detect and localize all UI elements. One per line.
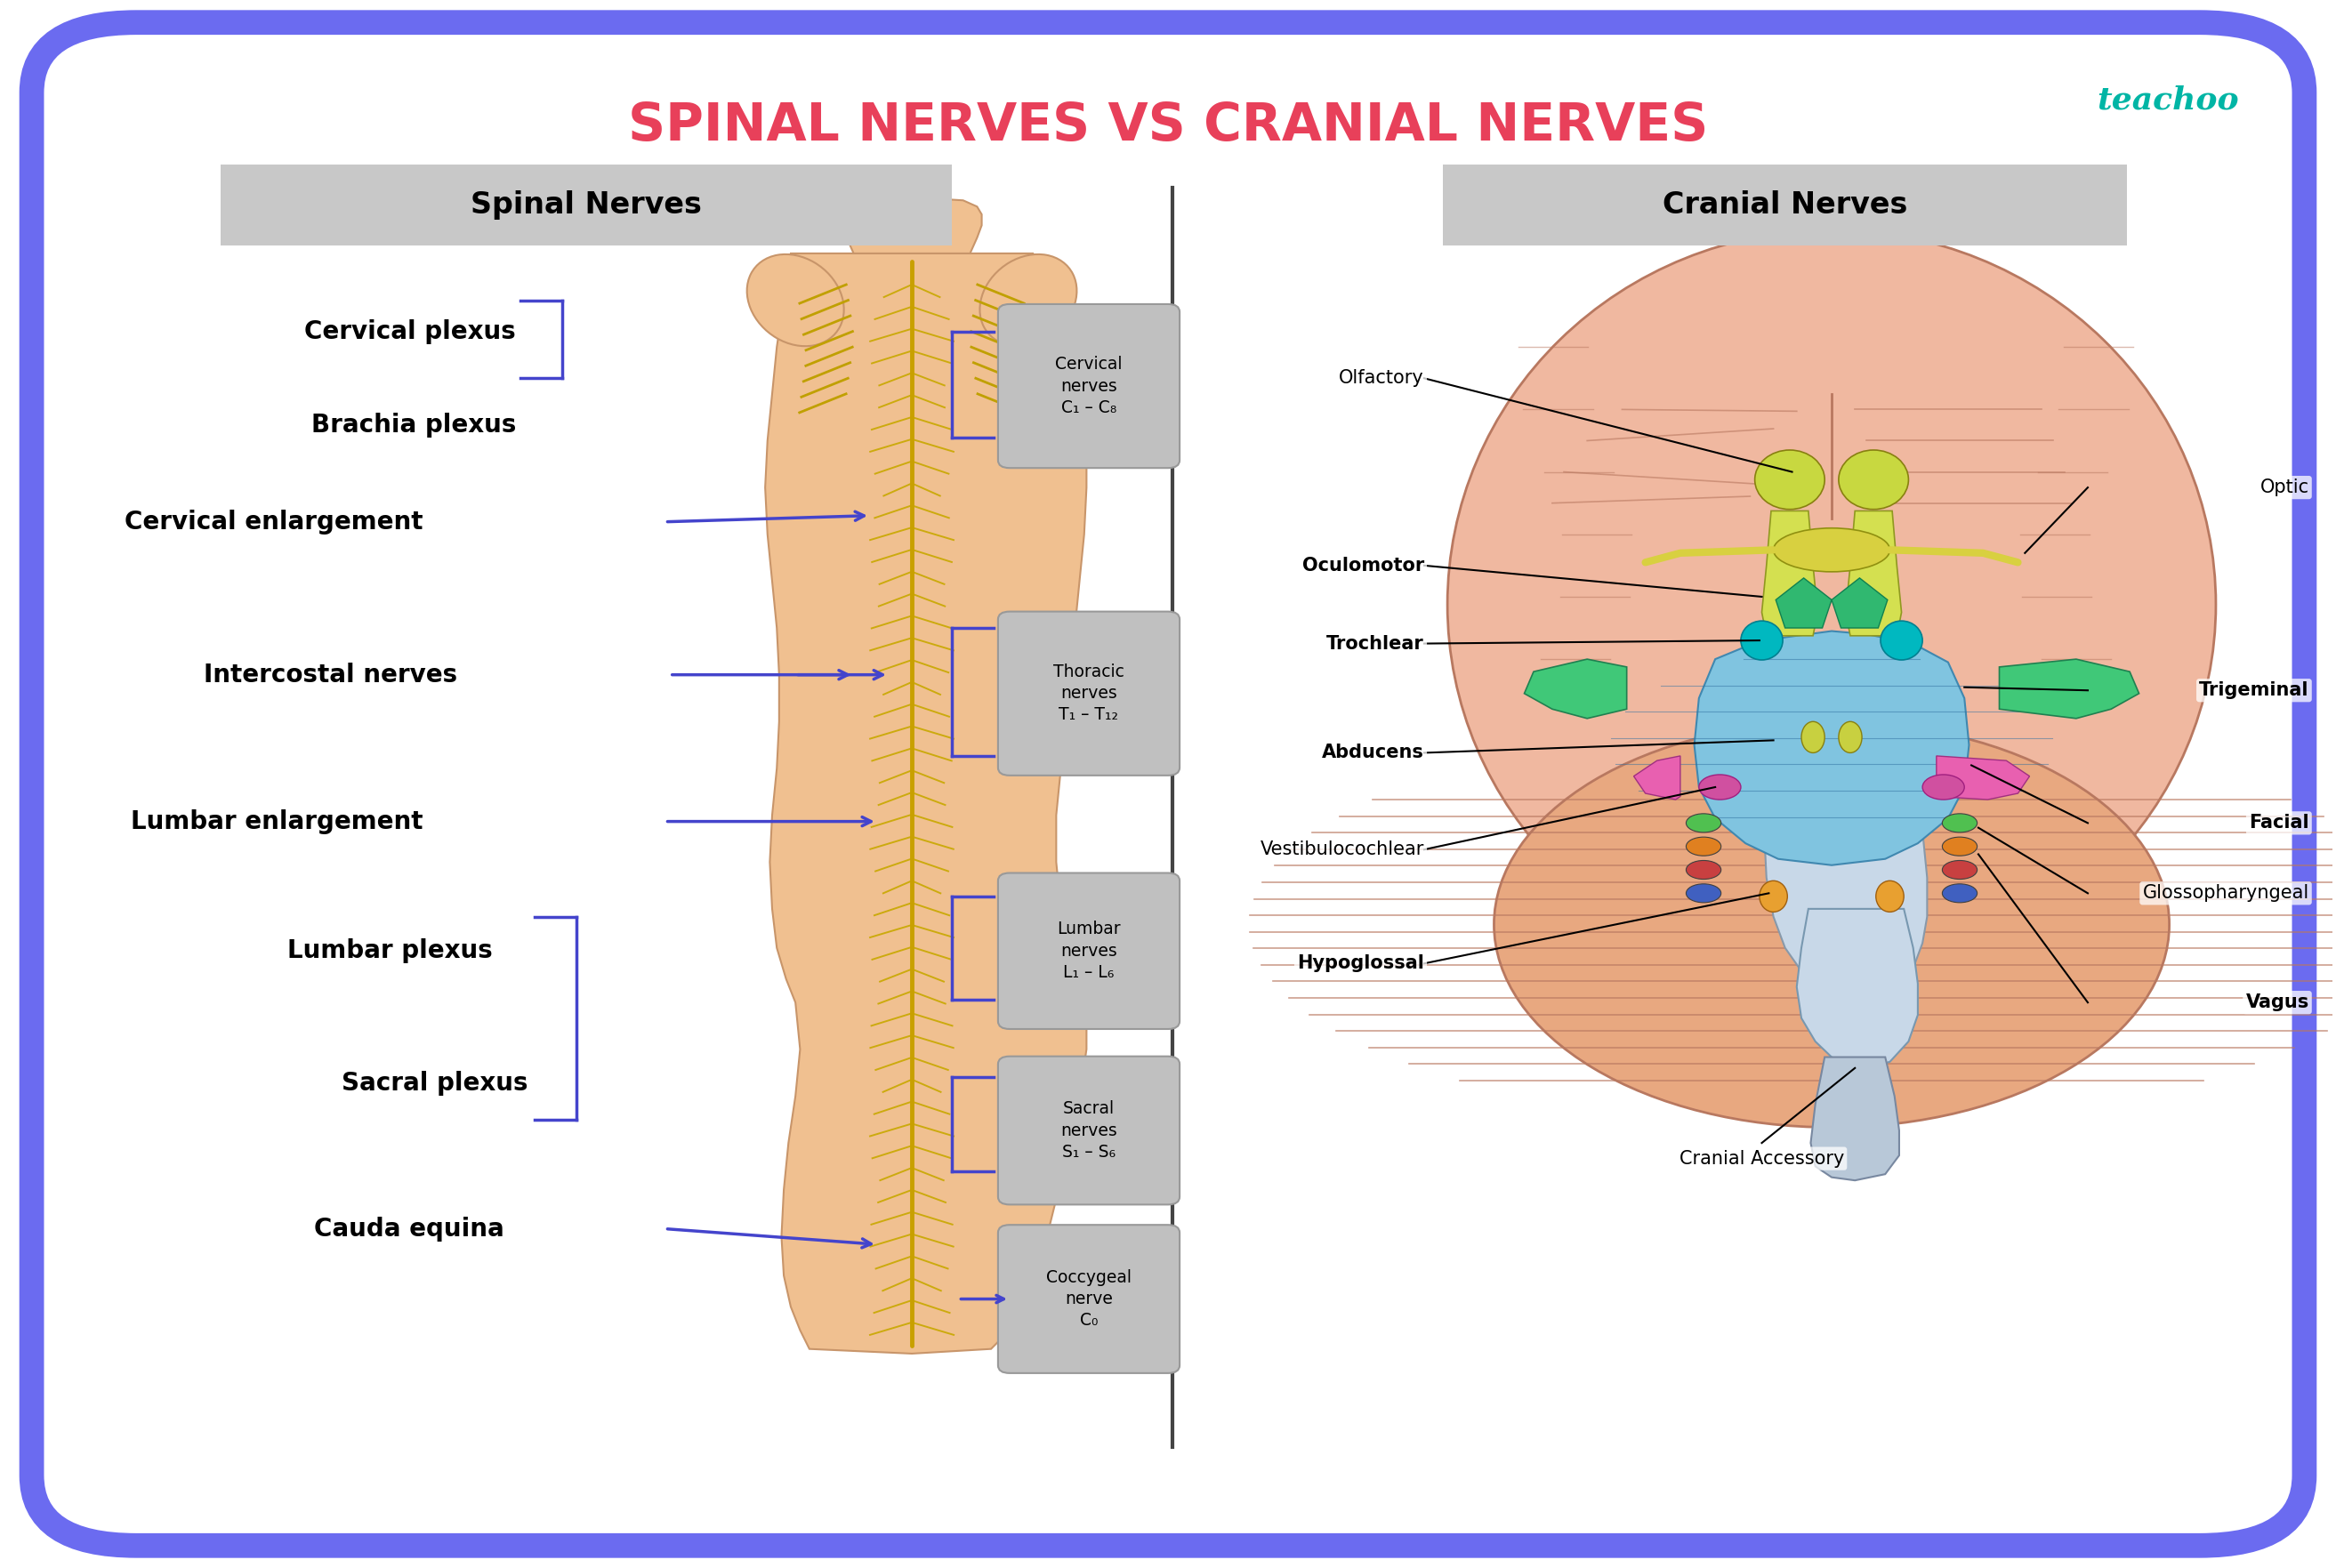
- Text: Brachia plexus: Brachia plexus: [311, 412, 516, 437]
- FancyBboxPatch shape: [997, 1057, 1180, 1204]
- Ellipse shape: [1754, 450, 1824, 510]
- Text: Oculomotor: Oculomotor: [1301, 557, 1425, 574]
- Ellipse shape: [1923, 775, 1965, 800]
- Text: Sacral
nerves
S₁ – S₆: Sacral nerves S₁ – S₆: [1061, 1101, 1117, 1160]
- Polygon shape: [1937, 756, 2030, 800]
- Polygon shape: [1525, 659, 1626, 718]
- Text: Cranial Nerves: Cranial Nerves: [1663, 190, 1909, 220]
- Polygon shape: [841, 198, 981, 254]
- Text: Thoracic
nerves
T₁ – T₁₂: Thoracic nerves T₁ – T₁₂: [1054, 663, 1124, 723]
- Ellipse shape: [1838, 450, 1909, 510]
- Polygon shape: [1796, 909, 1918, 1068]
- FancyBboxPatch shape: [1444, 165, 2128, 246]
- Ellipse shape: [1698, 775, 1740, 800]
- Ellipse shape: [1941, 884, 1976, 903]
- Text: Sacral plexus: Sacral plexus: [341, 1071, 528, 1096]
- Ellipse shape: [1773, 528, 1890, 572]
- Polygon shape: [1845, 511, 1902, 635]
- Text: teachoo: teachoo: [2098, 85, 2240, 116]
- Ellipse shape: [1941, 837, 1976, 856]
- Text: Vagus: Vagus: [2245, 994, 2308, 1011]
- Text: Cauda equina: Cauda equina: [315, 1217, 505, 1242]
- Ellipse shape: [1687, 837, 1722, 856]
- Ellipse shape: [1941, 861, 1976, 880]
- Text: Cranial Accessory: Cranial Accessory: [1680, 1149, 1843, 1168]
- Text: Optic: Optic: [2259, 478, 2308, 497]
- Text: Intercostal nerves: Intercostal nerves: [203, 662, 458, 687]
- Ellipse shape: [1687, 814, 1722, 833]
- Polygon shape: [1764, 671, 1927, 994]
- FancyBboxPatch shape: [220, 165, 951, 246]
- Polygon shape: [766, 254, 1086, 1353]
- Ellipse shape: [1880, 621, 1923, 660]
- FancyBboxPatch shape: [997, 873, 1180, 1029]
- FancyBboxPatch shape: [997, 1225, 1180, 1374]
- Text: Spinal Nerves: Spinal Nerves: [470, 190, 701, 220]
- Text: Olfactory: Olfactory: [1339, 370, 1425, 387]
- FancyBboxPatch shape: [33, 22, 2303, 1546]
- Text: Coccygeal
nerve
C₀: Coccygeal nerve C₀: [1047, 1269, 1131, 1330]
- Text: Cervical
nerves
C₁ – C₈: Cervical nerves C₁ – C₈: [1056, 356, 1121, 416]
- Text: Cervical plexus: Cervical plexus: [304, 318, 516, 343]
- Ellipse shape: [1876, 881, 1904, 913]
- Ellipse shape: [1941, 814, 1976, 833]
- Ellipse shape: [1448, 230, 2217, 978]
- Ellipse shape: [1838, 721, 1862, 753]
- Polygon shape: [1775, 579, 1831, 627]
- Text: Abducens: Abducens: [1322, 743, 1425, 762]
- Text: Lumbar plexus: Lumbar plexus: [287, 939, 493, 963]
- Ellipse shape: [1495, 721, 2170, 1127]
- Ellipse shape: [1740, 621, 1782, 660]
- Text: Lumbar
nerves
L₁ – L₆: Lumbar nerves L₁ – L₆: [1056, 920, 1121, 982]
- Ellipse shape: [748, 254, 843, 347]
- Text: Facial: Facial: [2250, 814, 2308, 833]
- Ellipse shape: [1687, 861, 1722, 880]
- Text: SPINAL NERVES VS CRANIAL NERVES: SPINAL NERVES VS CRANIAL NERVES: [628, 100, 1708, 151]
- Polygon shape: [1831, 579, 1887, 627]
- Ellipse shape: [1759, 881, 1787, 913]
- Text: Glossopharyngeal: Glossopharyngeal: [2142, 884, 2308, 902]
- Polygon shape: [1810, 1057, 1899, 1181]
- Polygon shape: [1633, 756, 1680, 800]
- Text: Cervical enlargement: Cervical enlargement: [124, 510, 423, 535]
- Polygon shape: [1761, 511, 1817, 635]
- Text: Vestibulocochlear: Vestibulocochlear: [1259, 840, 1425, 858]
- Text: Hypoglossal: Hypoglossal: [1296, 955, 1425, 972]
- Ellipse shape: [979, 254, 1077, 347]
- FancyBboxPatch shape: [997, 612, 1180, 776]
- Ellipse shape: [1687, 884, 1722, 903]
- Text: Lumbar enlargement: Lumbar enlargement: [131, 809, 423, 834]
- Ellipse shape: [1801, 721, 1824, 753]
- Polygon shape: [1694, 630, 1969, 866]
- Polygon shape: [2000, 659, 2140, 718]
- Text: Trigeminal: Trigeminal: [2198, 682, 2308, 699]
- Text: Trochlear: Trochlear: [1327, 635, 1425, 652]
- FancyBboxPatch shape: [997, 304, 1180, 467]
